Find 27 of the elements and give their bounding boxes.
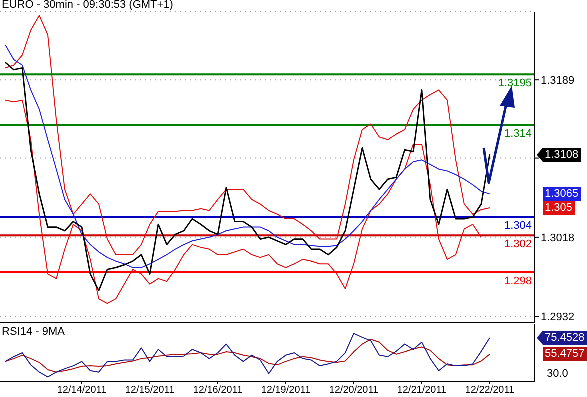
x-tick-label: 12/21/2011 (397, 385, 448, 396)
ref-line-label: 1.3195 (498, 78, 532, 90)
ref-line-label: 1.304 (504, 220, 532, 232)
line-series (4, 62, 491, 292)
x-tick-label: 12/22/2011 (465, 385, 516, 396)
chart-title: EURO - 30min - 09:30:53 (GMT+1) (2, 0, 174, 11)
x-tick-label: 12/16/2011 (193, 385, 244, 396)
ref-line-label: 1.302 (504, 238, 532, 251)
ref-line-label: 1.314 (504, 128, 532, 140)
line-series (5, 44, 490, 268)
text: 1.3108 (543, 148, 581, 162)
text: 1.3065 (543, 187, 581, 202)
line-series (5, 100, 482, 304)
x-tick-label: 12/19/2011 (261, 385, 312, 396)
y-tick-label: 1.2932 (541, 311, 575, 324)
text: 1.305 (543, 200, 575, 215)
x-tick-label: 12/14/2011 (57, 385, 108, 396)
y-tick-label: 1.3189 (541, 74, 575, 87)
x-tick-label: 12/15/2011 (125, 385, 176, 396)
x-tick-label: 12/20/2011 (329, 385, 380, 396)
text: 75.4528 (543, 331, 587, 346)
chart-title: RSI14 - 9MA (2, 326, 65, 338)
ref-line-label: 1.298 (504, 275, 532, 288)
line-series (5, 15, 490, 256)
y-tick-label: 1.3018 (541, 232, 575, 244)
text: 30.0 (547, 368, 568, 380)
text: 55.4757 (543, 347, 587, 362)
